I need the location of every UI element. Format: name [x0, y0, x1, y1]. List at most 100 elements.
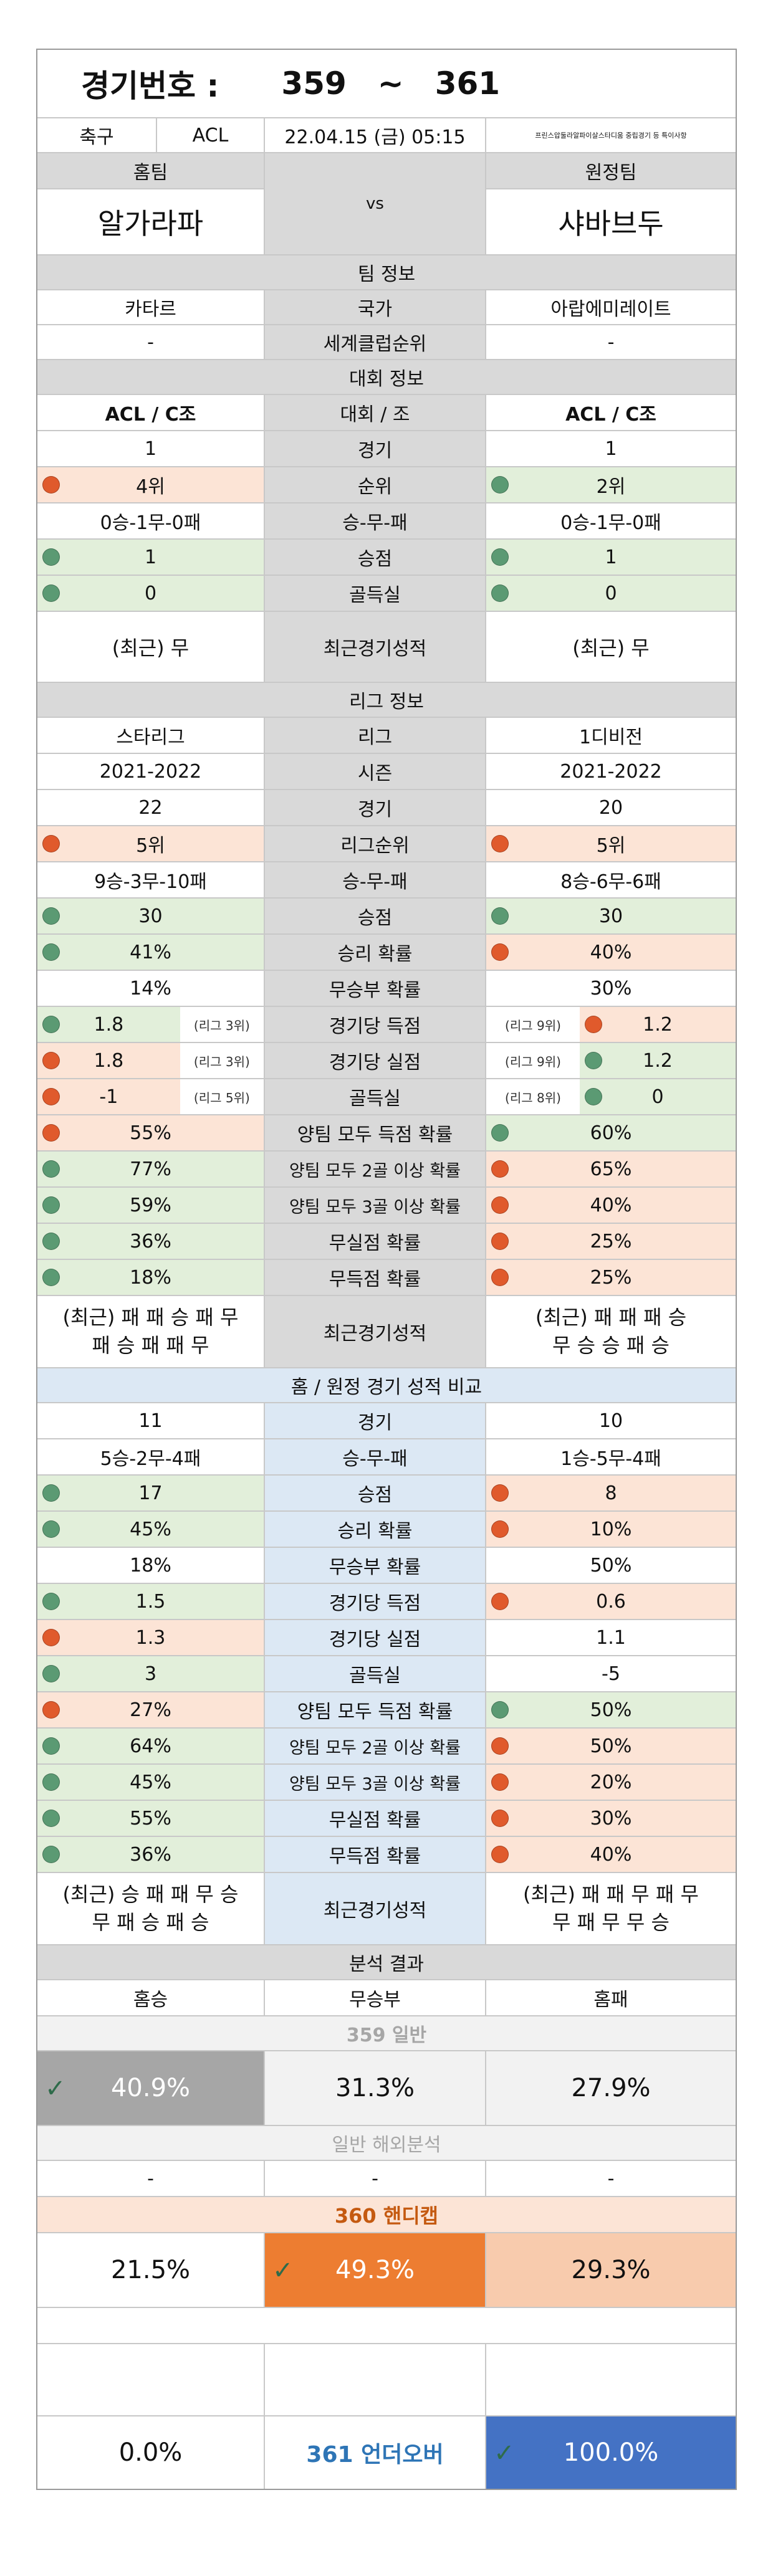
home-away-row: 3 골득실 -5	[37, 1656, 736, 1692]
note-cell: 프린스압둘라알파이살스타디움 중립경기 등 특이사항	[535, 131, 687, 140]
tournament-row: 1 경기 1	[37, 431, 736, 467]
circle-dot-icon	[491, 1233, 509, 1250]
circle-dot-icon	[491, 907, 509, 925]
match-analysis-sheet: 경기번호 : 359 ~ 361 축구 ACL 22.04.15 (금) 05:…	[36, 49, 737, 2490]
general-home-cell: ✓ 40.9%	[37, 2051, 265, 2125]
team-info-header: 팀 정보	[37, 255, 736, 290]
circle-dot-icon	[42, 1088, 60, 1105]
circle-dot-icon	[42, 1233, 60, 1250]
circle-dot-icon	[42, 1269, 60, 1286]
check-icon: ✓	[494, 2439, 515, 2468]
game-number-to: 361	[435, 65, 501, 102]
league-row: 41% 승리 확률 40%	[37, 935, 736, 971]
circle-dot-icon	[42, 1773, 60, 1791]
meta-row: 축구 ACL 22.04.15 (금) 05:15 프린스압둘라알파이살스타디움…	[37, 118, 736, 153]
circle-dot-icon	[491, 1846, 509, 1863]
circle-dot-icon	[491, 1484, 509, 1502]
circle-dot-icon	[491, 835, 509, 852]
circle-dot-icon	[491, 1701, 509, 1719]
home-away-row: 45% 승리 확률 10%	[37, 1512, 736, 1548]
general-result-row: ✓ 40.9% 31.3% 27.9%	[37, 2051, 736, 2126]
league-row: 77% 양팀 모두 2골 이상 확률 65%	[37, 1152, 736, 1188]
league-row: 5위 리그순위 5위	[37, 826, 736, 862]
handicap-away-cell: 29.3%	[486, 2233, 736, 2307]
home-away-row: 5승-2무-4패 승-무-패 1승-5무-4패	[37, 1439, 736, 1476]
general-away-cell: 27.9%	[486, 2051, 736, 2125]
game-number-from: 359	[281, 65, 347, 102]
circle-dot-icon	[491, 1773, 509, 1791]
league-cell: ACL	[157, 118, 265, 152]
circle-dot-icon	[491, 1269, 509, 1286]
league-row: 스타리그 리그 1디비전	[37, 718, 736, 754]
tournament-row: 1 승점 1	[37, 540, 736, 576]
general-draw-cell: 31.3%	[265, 2051, 486, 2125]
circle-dot-icon	[42, 1484, 60, 1502]
tournament-row: 4위 순위 2위	[37, 467, 736, 503]
circle-dot-icon	[42, 1810, 60, 1827]
circle-dot-icon	[491, 1593, 509, 1610]
circle-dot-icon	[42, 1737, 60, 1755]
circle-dot-icon	[42, 1520, 60, 1538]
home-label: 홈팀	[37, 153, 264, 189]
home-away-row: 64% 양팀 모두 2골 이상 확률 50%	[37, 1729, 736, 1765]
home-away-row: 45% 양팀 모두 3골 이상 확률 20%	[37, 1765, 736, 1801]
tournament-row: 0 골득실 0	[37, 576, 736, 612]
team-info-row: - 세계클럽순위 -	[37, 325, 736, 360]
circle-dot-icon	[42, 1160, 60, 1178]
home-away-row: 18% 무승부 확률 50%	[37, 1548, 736, 1584]
circle-dot-icon	[491, 1196, 509, 1214]
analysis-columns: 홈승 무승부 홈패	[37, 1980, 736, 2016]
teams-block: 홈팀 알가라파 vs 원정팀 샤바브두	[37, 153, 736, 255]
vs-label: vs	[265, 153, 486, 254]
circle-dot-icon	[42, 1846, 60, 1863]
overseas-result-row: - - -	[37, 2161, 736, 2197]
home-away-row: 11 경기 10	[37, 1403, 736, 1439]
home-away-row: 55% 무실점 확률 30%	[37, 1801, 736, 1837]
circle-dot-icon	[585, 1088, 602, 1105]
tournament-row: ACL / C조 대회 / 조 ACL / C조	[37, 395, 736, 431]
league-row: 22 경기 20	[37, 790, 736, 826]
circle-dot-icon	[585, 1052, 602, 1069]
circle-dot-icon	[491, 1124, 509, 1142]
underover-result-row: 0.0% 361 언더오버 ✓ 100.0%	[37, 2416, 736, 2489]
handicap-home-cell: 21.5%	[37, 2233, 265, 2307]
league-row: 1.8 (리그 3위) 경기당 득점 (리그 9위) 1.2	[37, 1007, 736, 1043]
league-row: 30 승점 30	[37, 899, 736, 935]
empty-row	[37, 2344, 736, 2416]
circle-dot-icon	[42, 1052, 60, 1069]
underover-title: 361 언더오버	[265, 2416, 486, 2489]
circle-dot-icon	[42, 1196, 60, 1214]
circle-dot-icon	[42, 1701, 60, 1719]
circle-dot-icon	[491, 1520, 509, 1538]
sport-cell: 축구	[37, 118, 157, 152]
league-row: 18% 무득점 확률 25%	[37, 1260, 736, 1296]
circle-dot-icon	[42, 943, 60, 961]
league-row: 1.8 (리그 3위) 경기당 실점 (리그 9위) 1.2	[37, 1043, 736, 1079]
circle-dot-icon	[42, 1665, 60, 1682]
title-row: 경기번호 : 359 ~ 361	[37, 50, 736, 118]
circle-dot-icon	[491, 1160, 509, 1178]
datetime-cell: 22.04.15 (금) 05:15	[265, 118, 486, 152]
home-away-row: 27% 양팀 모두 득점 확률 50%	[37, 1692, 736, 1729]
handicap-result-row: 21.5% ✓ 49.3% 29.3%	[37, 2233, 736, 2308]
home-team-name: 알가라파	[97, 207, 204, 241]
game-number-label: 경기번호 :	[81, 68, 219, 104]
check-icon: ✓	[45, 2074, 66, 2103]
circle-dot-icon	[491, 548, 509, 566]
game-number-tilde: ~	[377, 65, 404, 102]
circle-dot-icon	[585, 1016, 602, 1033]
home-away-row: 1.3 경기당 실점 1.1	[37, 1620, 736, 1656]
league-row: 2021-2022 시즌 2021-2022	[37, 754, 736, 790]
circle-dot-icon	[491, 943, 509, 961]
tournament-row: 0승-1무-0패 승-무-패 0승-1무-0패	[37, 503, 736, 540]
league-row: 36% 무실점 확률 25%	[37, 1224, 736, 1260]
away-team-name: 샤바브두	[558, 207, 664, 241]
home-away-recent-row: (최근) 승 패 패 무 승 무 패 승 패 승 최근경기성적 (최근) 패 패…	[37, 1873, 736, 1945]
league-info-header: 리그 정보	[37, 683, 736, 718]
overseas-title-row: 일반 해외분석	[37, 2126, 736, 2161]
league-row: -1 (리그 5위) 골득실 (리그 8위) 0	[37, 1079, 736, 1115]
analysis-header: 분석 결과	[37, 1945, 736, 1980]
circle-dot-icon	[491, 1810, 509, 1827]
over-cell: ✓ 100.0%	[486, 2416, 736, 2489]
circle-dot-icon	[42, 548, 60, 566]
